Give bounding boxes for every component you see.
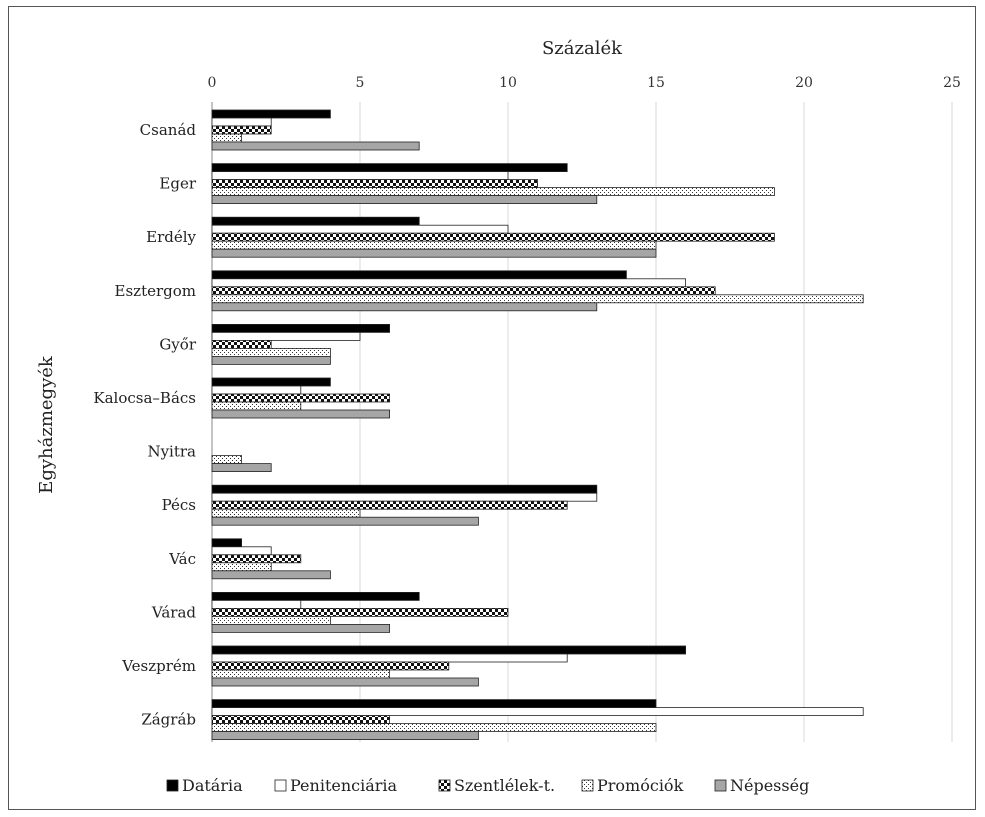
bar bbox=[211, 179, 539, 189]
x-axis-title: Százalék bbox=[542, 38, 623, 59]
bar bbox=[211, 500, 568, 510]
bar bbox=[211, 731, 479, 740]
bar bbox=[211, 302, 598, 312]
bar bbox=[211, 463, 272, 473]
bar bbox=[211, 278, 687, 288]
legend-swatch bbox=[714, 779, 727, 792]
bar bbox=[211, 240, 657, 250]
bar bbox=[211, 455, 243, 465]
x-tick-labels: 0 5 10 15 20 25 bbox=[208, 75, 961, 91]
bar bbox=[211, 141, 420, 151]
bar bbox=[211, 125, 272, 135]
legend-label: Promóciók bbox=[597, 776, 684, 795]
legend-label: Penitenciária bbox=[290, 776, 398, 795]
legend-swatch bbox=[438, 779, 451, 792]
bar bbox=[211, 377, 331, 387]
legend-label: Datária bbox=[182, 776, 243, 795]
bar bbox=[211, 570, 331, 580]
category-label: Zágráb bbox=[141, 711, 196, 729]
bar bbox=[211, 653, 568, 663]
bar bbox=[211, 393, 391, 403]
bar bbox=[211, 562, 272, 572]
bar bbox=[211, 616, 331, 625]
bar bbox=[211, 554, 302, 564]
bar bbox=[211, 401, 302, 411]
chart-frame bbox=[8, 6, 976, 810]
bar bbox=[211, 608, 509, 617]
bar bbox=[211, 224, 509, 234]
bar bbox=[211, 195, 598, 205]
bar bbox=[211, 339, 272, 349]
bar bbox=[211, 661, 450, 671]
bar bbox=[211, 723, 657, 732]
bar bbox=[211, 707, 864, 716]
bar bbox=[211, 592, 420, 601]
bar bbox=[211, 715, 391, 724]
category-label: Kalocsa–Bács bbox=[93, 389, 196, 407]
bar bbox=[211, 248, 657, 258]
x-tick-label: 15 bbox=[647, 75, 665, 91]
bar bbox=[211, 508, 361, 518]
bar bbox=[211, 347, 331, 357]
bar bbox=[211, 171, 509, 181]
category-label: Győr bbox=[159, 335, 196, 353]
bar bbox=[211, 484, 598, 494]
bars bbox=[211, 109, 864, 740]
legend-label: Szentlélek-t. bbox=[454, 776, 555, 795]
bar bbox=[211, 294, 864, 304]
y-axis-title: Egyházmegyék bbox=[36, 355, 57, 494]
bar bbox=[211, 677, 479, 687]
legend-label: Népesség bbox=[730, 776, 809, 795]
gridlines bbox=[211, 102, 953, 742]
category-label: Nyitra bbox=[147, 443, 196, 461]
bar bbox=[211, 355, 331, 365]
x-tick-label: 5 bbox=[356, 75, 365, 91]
category-label: Veszprém bbox=[121, 657, 196, 675]
bar bbox=[211, 546, 272, 556]
legend-swatch bbox=[274, 779, 287, 792]
bar bbox=[211, 216, 420, 226]
category-label: Várad bbox=[151, 603, 197, 621]
bar bbox=[211, 187, 775, 197]
bar bbox=[211, 117, 272, 127]
x-tick-label: 10 bbox=[499, 75, 517, 91]
bar bbox=[211, 699, 657, 708]
bar bbox=[211, 331, 361, 341]
bar bbox=[211, 109, 331, 119]
category-label: Esztergom bbox=[115, 282, 196, 300]
x-tick-label: 0 bbox=[208, 75, 217, 91]
bar bbox=[211, 409, 391, 419]
legend: Datária Penitenciária Szentlélek-t. Promóci… bbox=[166, 776, 809, 795]
bar bbox=[211, 270, 627, 280]
bar bbox=[211, 133, 243, 143]
bar bbox=[211, 516, 479, 526]
category-label: Eger bbox=[159, 175, 196, 193]
bar bbox=[211, 163, 568, 173]
bar bbox=[211, 492, 598, 502]
category-label: Csanád bbox=[140, 121, 197, 139]
category-label: Pécs bbox=[162, 496, 196, 514]
x-tick-label: 20 bbox=[795, 75, 813, 91]
bar bbox=[211, 600, 302, 609]
bar bbox=[211, 645, 687, 655]
category-label: Erdély bbox=[146, 228, 196, 246]
bar bbox=[211, 232, 775, 242]
x-tick-label: 25 bbox=[943, 75, 961, 91]
bar bbox=[211, 286, 716, 296]
bar bbox=[211, 385, 302, 395]
legend-swatch bbox=[166, 779, 179, 792]
category-labels: Csanád Eger Erdély Esztergom Győr Kalocsa–Bác… bbox=[93, 121, 196, 729]
bar bbox=[211, 323, 391, 333]
category-label: Vác bbox=[168, 550, 196, 568]
bar bbox=[211, 624, 391, 633]
bar bbox=[211, 538, 243, 548]
legend-swatch bbox=[581, 779, 594, 792]
bar bbox=[211, 669, 391, 679]
